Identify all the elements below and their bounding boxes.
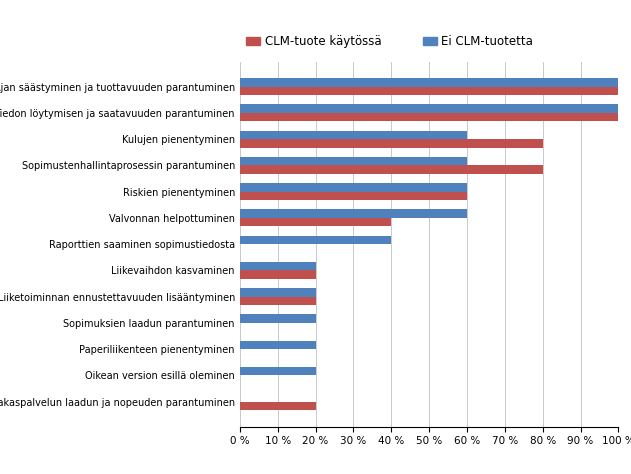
Bar	[240, 131, 467, 139]
Bar	[240, 191, 467, 200]
Bar	[240, 367, 316, 375]
Bar	[240, 401, 316, 410]
Bar	[240, 210, 467, 218]
Bar	[240, 183, 467, 191]
Bar	[240, 157, 467, 165]
Bar	[240, 113, 618, 121]
Bar	[240, 236, 391, 244]
Bar	[240, 139, 543, 147]
Bar	[240, 341, 316, 349]
Bar	[240, 297, 316, 305]
Bar	[240, 218, 391, 226]
Bar	[240, 78, 618, 87]
Legend: CLM-tuote käytössä, Ei CLM-tuotetta: CLM-tuote käytössä, Ei CLM-tuotetta	[245, 36, 533, 48]
Bar	[240, 314, 316, 323]
Bar	[240, 270, 316, 279]
Bar	[240, 288, 316, 297]
Bar	[240, 165, 543, 174]
Bar	[240, 104, 618, 113]
Bar	[240, 262, 316, 270]
Bar	[240, 87, 618, 95]
